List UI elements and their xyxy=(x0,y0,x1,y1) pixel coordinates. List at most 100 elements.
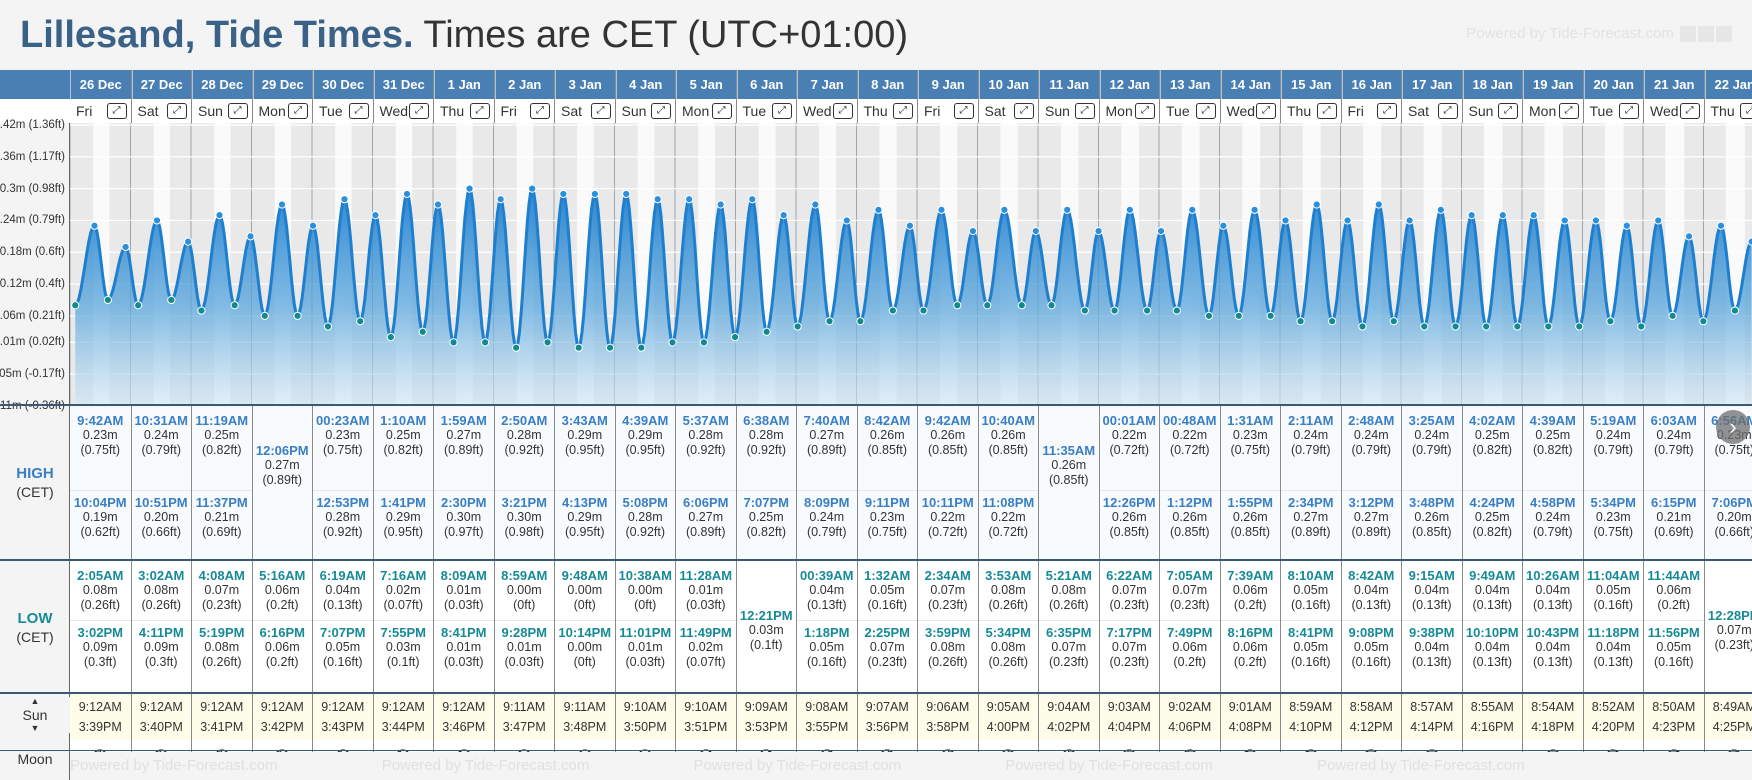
low-tide-point[interactable] xyxy=(1110,306,1119,315)
low-tide-point[interactable] xyxy=(1080,306,1089,315)
high-tide-point[interactable] xyxy=(968,226,978,236)
low-tide-point[interactable] xyxy=(637,343,646,352)
high-tide-point[interactable] xyxy=(246,232,255,241)
high-tide-point[interactable] xyxy=(1560,216,1569,225)
expand-day-button[interactable]: ⤢ xyxy=(1014,103,1034,119)
high-tide-point[interactable] xyxy=(1622,221,1631,230)
low-tide-point[interactable] xyxy=(1637,322,1646,331)
high-tide-point[interactable] xyxy=(590,189,599,199)
low-tide-point[interactable] xyxy=(1730,306,1740,315)
expand-day-button[interactable]: ⤢ xyxy=(1558,103,1579,119)
expand-day-button[interactable]: ⤢ xyxy=(1679,103,1700,119)
high-tide-point[interactable] xyxy=(496,195,505,204)
expand-day-button[interactable]: ⤢ xyxy=(469,103,490,119)
high-tide-point[interactable] xyxy=(842,216,851,225)
low-tide-point[interactable] xyxy=(1389,317,1398,326)
next-arrow-button[interactable]: › xyxy=(1716,410,1750,444)
low-tide-point[interactable] xyxy=(1234,311,1243,320)
expand-day-button[interactable]: ⤢ xyxy=(1619,103,1639,119)
high-tide-point[interactable] xyxy=(1125,205,1134,214)
low-tide-point[interactable] xyxy=(1606,317,1615,326)
low-tide-point[interactable] xyxy=(293,311,302,320)
high-tide-point[interactable] xyxy=(402,189,412,199)
high-tide-point[interactable] xyxy=(779,211,788,220)
low-tide-point[interactable] xyxy=(953,301,962,310)
high-tide-point[interactable] xyxy=(1716,221,1726,230)
high-tide-point[interactable] xyxy=(905,221,914,230)
low-tide-point[interactable] xyxy=(1513,322,1522,331)
low-tide-point[interactable] xyxy=(1482,322,1491,331)
low-tide-point[interactable] xyxy=(825,317,834,326)
low-tide-point[interactable] xyxy=(730,332,740,342)
high-tide-point[interactable] xyxy=(811,200,820,209)
high-tide-point[interactable] xyxy=(1498,211,1507,220)
expand-day-button[interactable]: ⤢ xyxy=(1256,103,1276,119)
low-tide-point[interactable] xyxy=(386,332,395,342)
low-tide-point[interactable] xyxy=(1017,301,1026,310)
high-tide-point[interactable] xyxy=(371,211,380,220)
high-tide-point[interactable] xyxy=(1031,226,1040,236)
high-tide-point[interactable] xyxy=(1591,216,1601,225)
expand-day-button[interactable]: ⤢ xyxy=(772,103,792,119)
low-tide-point[interactable] xyxy=(668,338,677,347)
high-tide-point[interactable] xyxy=(1654,216,1663,225)
low-tide-point[interactable] xyxy=(856,317,865,326)
high-tide-point[interactable] xyxy=(653,195,662,204)
low-tide-point[interactable] xyxy=(134,301,143,310)
high-tide-point[interactable] xyxy=(465,184,474,193)
expand-day-button[interactable]: ⤢ xyxy=(711,103,732,119)
expand-day-button[interactable]: ⤢ xyxy=(106,103,127,119)
low-tide-point[interactable] xyxy=(103,295,112,305)
low-tide-point[interactable] xyxy=(1668,311,1677,320)
expand-day-button[interactable]: ⤢ xyxy=(1437,103,1458,119)
high-tide-point[interactable] xyxy=(874,205,883,214)
low-tide-point[interactable] xyxy=(323,322,333,331)
low-tide-point[interactable] xyxy=(605,343,615,352)
low-tide-point[interactable] xyxy=(919,306,928,315)
high-tide-point[interactable] xyxy=(433,200,443,209)
footer-powered-1[interactable]: Powered by Tide-Forecast.com xyxy=(70,757,278,774)
high-tide-point[interactable] xyxy=(1405,216,1414,225)
high-tide-point[interactable] xyxy=(937,205,946,214)
expand-day-button[interactable]: ⤢ xyxy=(530,103,550,119)
low-tide-point[interactable] xyxy=(449,338,458,347)
low-tide-point[interactable] xyxy=(230,301,239,310)
low-tide-point[interactable] xyxy=(888,306,897,315)
high-tide-point[interactable] xyxy=(1188,205,1197,214)
expand-day-button[interactable]: ⤢ xyxy=(227,103,248,119)
high-tide-point[interactable] xyxy=(1156,226,1166,236)
low-tide-point[interactable] xyxy=(1575,322,1584,331)
expand-day-button[interactable]: ⤢ xyxy=(590,103,611,119)
low-tide-point[interactable] xyxy=(260,311,269,320)
high-tide-point[interactable] xyxy=(528,184,537,193)
high-tide-point[interactable] xyxy=(1000,205,1009,214)
low-tide-point[interactable] xyxy=(699,338,709,347)
low-tide-point[interactable] xyxy=(793,322,802,331)
expand-day-button[interactable]: ⤢ xyxy=(1740,103,1752,119)
expand-day-button[interactable]: ⤢ xyxy=(1074,103,1095,119)
high-tide-point[interactable] xyxy=(1094,226,1103,236)
high-tide-point[interactable] xyxy=(1343,216,1352,225)
expand-day-button[interactable]: ⤢ xyxy=(1377,103,1397,119)
expand-day-button[interactable]: ⤢ xyxy=(409,103,429,119)
powered-by-link[interactable]: Powered by Tide-Forecast.com xyxy=(1466,25,1732,43)
high-tide-point[interactable] xyxy=(215,211,224,220)
expand-day-button[interactable]: ⤢ xyxy=(167,103,187,119)
low-tide-point[interactable] xyxy=(1699,317,1708,326)
high-tide-point[interactable] xyxy=(1281,216,1290,225)
high-tide-point[interactable] xyxy=(184,237,193,246)
low-tide-point[interactable] xyxy=(1296,317,1305,326)
footer-powered-5[interactable]: Powered by Tide-Forecast.com xyxy=(1317,757,1525,774)
high-tide-point[interactable] xyxy=(1436,205,1445,214)
expand-day-button[interactable]: ⤢ xyxy=(651,103,671,119)
high-tide-point[interactable] xyxy=(1467,211,1476,220)
high-tide-point[interactable] xyxy=(716,200,725,209)
expand-day-button[interactable]: ⤢ xyxy=(288,103,308,119)
high-tide-point[interactable] xyxy=(1529,211,1538,220)
high-tide-point[interactable] xyxy=(1684,232,1694,241)
low-tide-point[interactable] xyxy=(574,343,583,352)
high-tide-point[interactable] xyxy=(152,216,162,225)
expand-day-button[interactable]: ⤢ xyxy=(1195,103,1216,119)
footer-powered-4[interactable]: Powered by Tide-Forecast.com xyxy=(1005,757,1213,774)
expand-day-button[interactable]: ⤢ xyxy=(1316,103,1337,119)
